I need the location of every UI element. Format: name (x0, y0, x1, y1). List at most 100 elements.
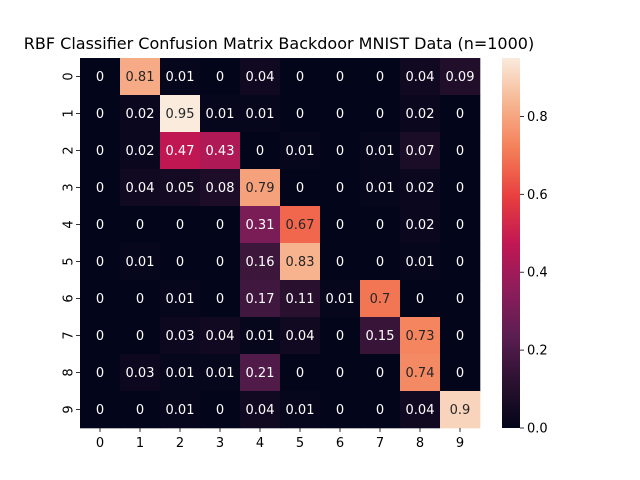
cell-value-label: 0 (296, 107, 304, 122)
cell-value-label: 0.02 (406, 181, 435, 196)
heatmap-cell (360, 280, 401, 318)
heatmap-cell (80, 58, 121, 96)
cell-value-label: 0 (216, 255, 224, 270)
cell-value-label: 0.7 (370, 292, 391, 307)
cell-value-label: 0 (296, 366, 304, 381)
heatmap-cell (280, 58, 321, 96)
heatmap-cell (360, 58, 401, 96)
heatmap-cell (80, 169, 121, 207)
heatmap-cell (320, 391, 361, 429)
cell-value-label: 0 (96, 181, 104, 196)
cell-value-label: 0.08 (206, 181, 235, 196)
heatmap-cell (200, 391, 241, 429)
heatmap-cell (400, 280, 441, 318)
cell-value-label: 0.05 (166, 181, 195, 196)
heatmap-cell (120, 132, 161, 170)
heatmap-cell (440, 391, 481, 429)
x-tick-label: 6 (336, 436, 344, 451)
heatmap-cell (400, 95, 441, 133)
heatmap-cell (200, 206, 241, 244)
heatmap-cell (400, 206, 441, 244)
heatmap-cell (440, 206, 481, 244)
heatmap-cell (80, 280, 121, 318)
cell-value-label: 0.01 (126, 255, 155, 270)
cell-value-label: 0 (136, 329, 144, 344)
heatmap-cell (160, 58, 201, 96)
cell-value-label: 0 (336, 329, 344, 344)
heatmap-cell (280, 317, 321, 355)
x-tick-label: 8 (416, 436, 424, 451)
heatmap-cell (120, 391, 161, 429)
cell-value-label: 0.02 (406, 218, 435, 233)
cell-value-label: 0.01 (166, 70, 195, 85)
heatmap-cell (120, 95, 161, 133)
heatmap-cell (120, 317, 161, 355)
cell-value-label: 0.9 (450, 403, 471, 418)
cell-value-label: 0 (456, 144, 464, 159)
colorbar: 0.0 0.2 0.4 0.6 0.8 (502, 58, 548, 437)
cell-value-label: 0.01 (286, 403, 315, 418)
cell-value-label: 0.67 (286, 218, 315, 233)
heatmap-cell (320, 280, 361, 318)
cell-value-label: 0 (136, 292, 144, 307)
y-tick-label: 5 (62, 257, 77, 265)
cell-value-label: 0.03 (126, 366, 155, 381)
heatmap-cell (200, 280, 241, 318)
heatmap-cell (160, 169, 201, 207)
heatmap-cell (280, 206, 321, 244)
heatmap-cell (400, 169, 441, 207)
y-tick-label: 4 (62, 220, 77, 228)
heatmap-cells (80, 58, 481, 429)
cell-value-label: 0 (456, 218, 464, 233)
heatmap-cell (120, 169, 161, 207)
heatmap-cell (320, 354, 361, 392)
heatmap-cell (240, 132, 281, 170)
colorbar-tick-label: 0.8 (527, 110, 548, 125)
heatmap-cell (200, 95, 241, 133)
heatmap-cell (280, 354, 321, 392)
heatmap-cell (240, 95, 281, 133)
heatmap-cell (240, 354, 281, 392)
cell-value-label: 0.01 (206, 107, 235, 122)
cell-value-label: 0 (336, 70, 344, 85)
heatmap-cell (360, 169, 401, 207)
cell-value-label: 0 (96, 292, 104, 307)
heatmap-cell (200, 354, 241, 392)
cell-value-label: 0.81 (126, 70, 155, 85)
colorbar-tick-label: 0.4 (527, 266, 548, 281)
heatmap-cell (80, 243, 121, 281)
cell-value-label: 0 (336, 255, 344, 270)
heatmap-cell (200, 132, 241, 170)
heatmap-cell (280, 95, 321, 133)
y-tick-label: 9 (62, 405, 77, 413)
heatmap-cell (400, 354, 441, 392)
cell-value-label: 0.01 (166, 403, 195, 418)
heatmap-cell (360, 391, 401, 429)
cell-value-label: 0 (96, 403, 104, 418)
cell-value-label: 0.73 (406, 329, 435, 344)
cell-value-label: 0 (376, 70, 384, 85)
cell-value-label: 0.15 (366, 329, 395, 344)
heatmap-cell (360, 354, 401, 392)
heatmap-cell (160, 317, 201, 355)
cell-value-label: 0.11 (286, 292, 315, 307)
heatmap-cell (200, 58, 241, 96)
cell-value-label: 0 (176, 255, 184, 270)
cell-value-label: 0.01 (366, 144, 395, 159)
cell-value-label: 0 (336, 181, 344, 196)
heatmap-cell (80, 132, 121, 170)
y-tick-label: 0 (62, 72, 77, 80)
cell-value-label: 0.74 (406, 366, 435, 381)
x-tick-label: 5 (296, 436, 304, 451)
x-tick-label: 4 (256, 436, 264, 451)
cell-value-label: 0 (96, 70, 104, 85)
cell-value-label: 0 (96, 107, 104, 122)
heatmap-cell (120, 354, 161, 392)
x-tick-label: 2 (176, 436, 184, 451)
cell-value-label: 0 (456, 329, 464, 344)
cell-value-label: 0 (336, 218, 344, 233)
cell-value-label: 0 (456, 107, 464, 122)
heatmap-cell (440, 169, 481, 207)
cell-value-label: 0 (416, 292, 424, 307)
heatmap-cell (160, 206, 201, 244)
